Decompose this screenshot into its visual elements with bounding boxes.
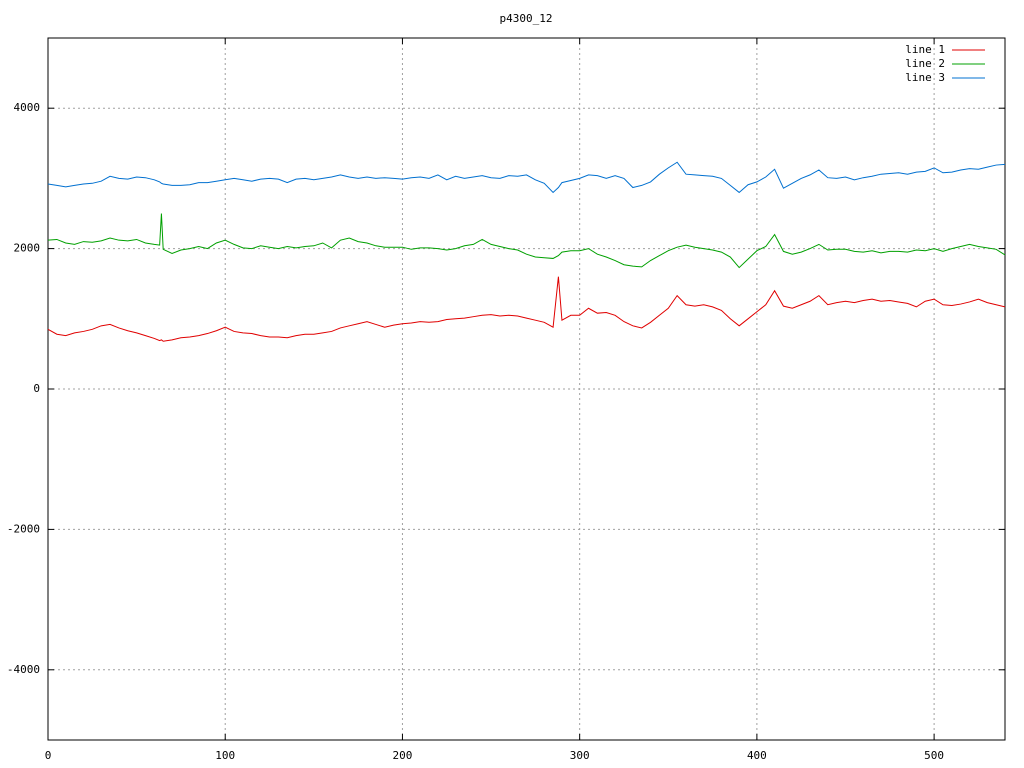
x-tick-label: 400 — [747, 749, 767, 762]
x-tick-label: 200 — [393, 749, 413, 762]
legend-label: line 2 — [905, 57, 945, 70]
data-line — [47, 161, 1006, 194]
y-tick-label: 0 — [33, 382, 40, 395]
x-tick-label: 100 — [215, 749, 235, 762]
plot-frame — [47, 37, 1006, 741]
x-tick-label: 0 — [45, 749, 52, 762]
x-tick-label: 300 — [570, 749, 590, 762]
data-line — [47, 276, 1006, 342]
y-tick-label: 2000 — [14, 242, 41, 255]
y-tick-label: 4000 — [14, 101, 41, 114]
legend-label: line 3 — [905, 71, 945, 84]
y-tick-label: -2000 — [7, 522, 40, 535]
x-tick-label: 500 — [924, 749, 944, 762]
chart-title: p4300_12 — [500, 12, 553, 25]
legend-label: line 1 — [905, 43, 945, 56]
data-line — [47, 213, 1006, 269]
y-tick-label: -4000 — [7, 663, 40, 676]
